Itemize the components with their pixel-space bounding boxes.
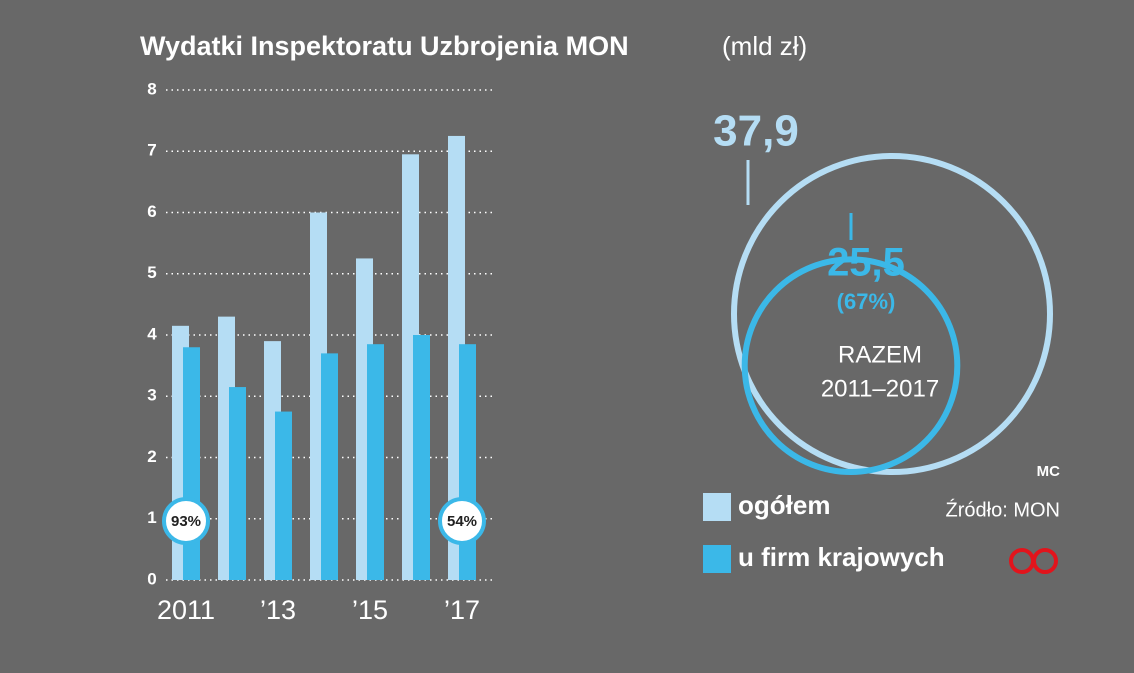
legend-swatch [703, 493, 731, 521]
domestic-label: 25,5 [827, 241, 905, 285]
legend-label: u firm krajowych [738, 542, 945, 572]
y-tick-label: 4 [147, 324, 157, 343]
x-tick-label: ’13 [260, 595, 296, 625]
total-circle [731, 153, 1053, 475]
bar [367, 344, 384, 580]
author: MC [1037, 463, 1060, 480]
title-unit: (mld zł) [722, 31, 807, 61]
summary-period: 2011–2017 [821, 375, 939, 402]
legend-label: ogółem [738, 490, 830, 520]
bar [413, 335, 430, 580]
domestic-circle [741, 256, 961, 476]
bar [275, 411, 292, 580]
bar [183, 347, 200, 580]
y-tick-label: 2 [147, 447, 156, 466]
y-tick-label: 0 [147, 569, 156, 588]
x-tick-label: 2011 [157, 595, 215, 625]
share-label: (67%) [837, 289, 896, 314]
legend-swatch [703, 545, 731, 573]
annotation-label: 93% [171, 513, 201, 530]
logo [1009, 548, 1058, 574]
annotation-badge [438, 497, 486, 545]
source: Źródło: MON [946, 498, 1060, 521]
bar [229, 387, 246, 580]
chart-title: Wydatki Inspektoratu Uzbrojenia MON [140, 31, 629, 61]
x-tick-label: ’17 [444, 595, 480, 625]
y-tick-label: 7 [147, 141, 156, 160]
y-tick-label: 1 [147, 508, 156, 527]
annotation-badge [162, 497, 210, 545]
y-tick-label: 5 [147, 263, 156, 282]
y-tick-label: 3 [147, 386, 156, 405]
summary-caption: RAZEM [838, 341, 922, 368]
annotation-label: 54% [447, 513, 477, 530]
y-tick-label: 8 [147, 79, 156, 98]
total-label: 37,9 [713, 107, 799, 156]
y-tick-label: 6 [147, 202, 156, 221]
x-tick-label: ’15 [352, 595, 388, 625]
logo-circle [1032, 548, 1058, 574]
bar [321, 353, 338, 580]
